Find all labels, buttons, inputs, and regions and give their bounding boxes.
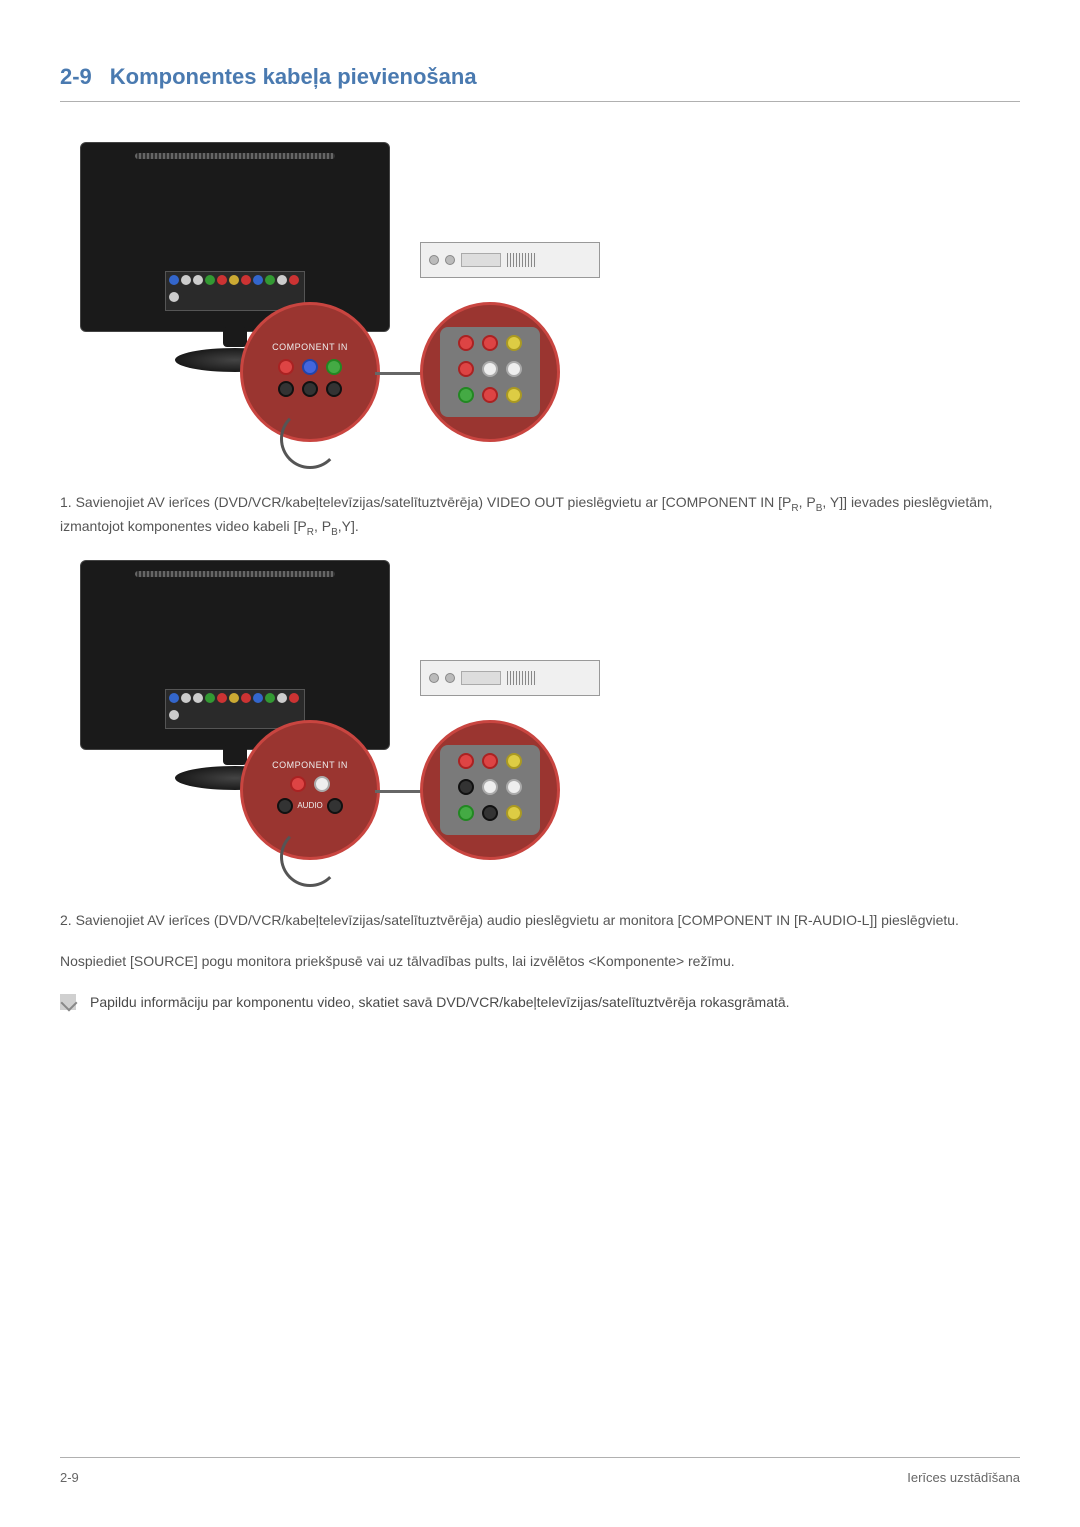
- section-title: Komponentes kabeļa pievienošana: [110, 60, 477, 93]
- jack-plug-icon: [277, 798, 293, 814]
- cable-loop-icon: [280, 409, 340, 469]
- cable-line: [375, 372, 425, 375]
- jack-icon: [458, 361, 474, 377]
- cable-loop-icon: [280, 827, 340, 887]
- jack-icon: [506, 335, 522, 351]
- dvd-player-illustration: [420, 242, 600, 278]
- cable-line: [375, 790, 425, 793]
- dvd-player-illustration: [420, 660, 600, 696]
- note-icon: [60, 994, 76, 1010]
- step-2-text: 2. Savienojiet AV ierīces (DVD/VCR/kabeļ…: [60, 910, 1020, 931]
- jack-plug-icon: [302, 381, 318, 397]
- jack-audio-l-icon: [314, 776, 330, 792]
- audio-label: AUDIO: [297, 800, 322, 812]
- jack-icon: [482, 361, 498, 377]
- section-header: 2-9 Komponentes kabeļa pievienošana: [60, 60, 1020, 102]
- footer-left: 2-9: [60, 1468, 79, 1488]
- jack-icon: [458, 753, 474, 769]
- jack-icon: [506, 805, 522, 821]
- jack-icon: [506, 779, 522, 795]
- note-row: Papildu informāciju par komponentu video…: [60, 992, 1020, 1013]
- jack-pb-icon: [302, 359, 318, 375]
- zoom-dvd-audio-outputs: [420, 720, 560, 860]
- ports-panel: [165, 689, 305, 729]
- monitor-topbar: [135, 153, 335, 159]
- monitor-screen: [80, 560, 390, 750]
- step-3-text: Nospiediet [SOURCE] pogu monitora priekš…: [60, 951, 1020, 972]
- jack-icon: [482, 805, 498, 821]
- note-text: Papildu informāciju par komponentu video…: [90, 992, 790, 1013]
- diagram-component-video: COMPONENT IN: [80, 142, 600, 472]
- jack-audio-r-icon: [290, 776, 306, 792]
- monitor-screen: [80, 142, 390, 332]
- jack-plug-icon: [327, 798, 343, 814]
- ports-panel: [165, 271, 305, 311]
- jack-icon: [482, 335, 498, 351]
- jack-icon: [458, 779, 474, 795]
- step-1-text: 1. Savienojiet AV ierīces (DVD/VCR/kabeļ…: [60, 492, 1020, 540]
- jack-icon: [482, 779, 498, 795]
- section-number: 2-9: [60, 60, 92, 93]
- jack-icon: [458, 335, 474, 351]
- jack-plug-icon: [278, 381, 294, 397]
- zoom-dvd-outputs: [420, 302, 560, 442]
- zoom-monitor-audio-in: COMPONENT IN AUDIO: [240, 720, 380, 860]
- jack-icon: [506, 361, 522, 377]
- jack-pr-icon: [278, 359, 294, 375]
- page-footer: 2-9 Ierīces uzstādīšana: [60, 1457, 1020, 1488]
- jack-icon: [482, 753, 498, 769]
- jack-y-icon: [326, 359, 342, 375]
- monitor-topbar: [135, 571, 335, 577]
- jack-icon: [482, 387, 498, 403]
- zoom-monitor-component-in: COMPONENT IN: [240, 302, 380, 442]
- jack-icon: [458, 387, 474, 403]
- jack-plug-icon: [326, 381, 342, 397]
- jack-icon: [458, 805, 474, 821]
- footer-right: Ierīces uzstādīšana: [907, 1468, 1020, 1488]
- jack-icon: [506, 753, 522, 769]
- diagram-component-audio: COMPONENT IN AUDIO: [80, 560, 600, 890]
- zoom-label: COMPONENT IN: [272, 759, 348, 773]
- zoom-label: COMPONENT IN: [272, 341, 348, 355]
- jack-icon: [506, 387, 522, 403]
